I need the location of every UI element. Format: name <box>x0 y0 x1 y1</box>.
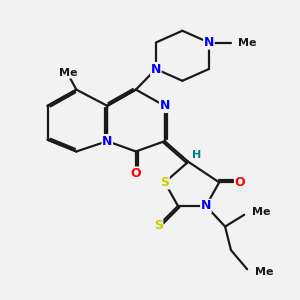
Text: O: O <box>235 176 245 189</box>
Text: N: N <box>151 62 161 76</box>
Text: N: N <box>201 200 211 212</box>
Text: S: S <box>160 176 169 189</box>
Text: N: N <box>204 36 214 49</box>
Text: H: H <box>192 150 201 160</box>
Text: O: O <box>130 167 141 180</box>
Text: S: S <box>154 219 163 232</box>
Text: Me: Me <box>255 267 274 277</box>
Text: Me: Me <box>252 207 271 218</box>
Text: Me: Me <box>238 38 257 47</box>
Text: Me: Me <box>59 68 78 78</box>
Text: N: N <box>102 135 112 148</box>
Text: N: N <box>160 99 170 112</box>
